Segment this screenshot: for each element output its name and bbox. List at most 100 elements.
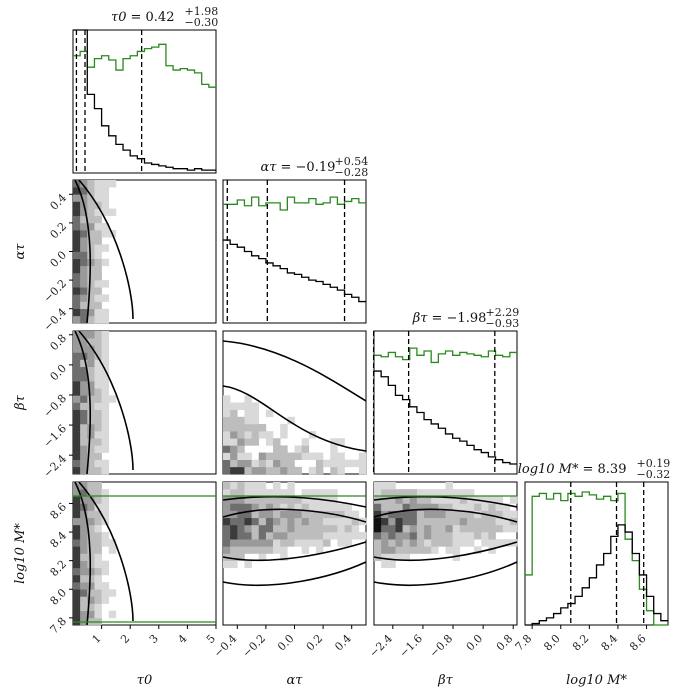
y-tick-label-1-3: 0.2 xyxy=(48,220,70,242)
panel-1-0-density-cell xyxy=(87,194,95,202)
panel-3-1-density-cell xyxy=(244,503,252,511)
panel-2-0-density-cell xyxy=(73,409,81,418)
panel-3-0-density-cell xyxy=(80,482,88,490)
panel-2-1-density-cell xyxy=(244,416,252,425)
panel-2-1-density-cell xyxy=(237,459,245,468)
panel-3-2-density-cell xyxy=(388,546,396,554)
panel-3-0-density-cell xyxy=(80,510,88,519)
panel-2-1-density-cell xyxy=(265,466,274,475)
panel-3-1-density-cell xyxy=(244,539,252,547)
panel-2-1-density-cell xyxy=(280,459,288,468)
panel-3-2-density-cell xyxy=(381,553,389,561)
panel-3-0-density-cell xyxy=(101,489,110,497)
panel-3-0-density-cell xyxy=(87,553,95,561)
panel-3-1-density-cell xyxy=(337,532,345,540)
panel-1-0-density-cell xyxy=(101,194,110,202)
panel-3-2-density-cell xyxy=(395,546,403,554)
panel-3-0-density-cell xyxy=(80,539,88,547)
panel-3-1-density-cell xyxy=(223,532,231,540)
panel-3-0-density-cell xyxy=(73,603,81,611)
panel-3-1-density-cell xyxy=(280,532,288,540)
panel-3-2-density-cell xyxy=(495,539,503,547)
panel-1-0-density-cell xyxy=(94,251,102,259)
panel-2-1-density-cell xyxy=(337,452,345,460)
panel-2-1-density-cell xyxy=(358,452,367,460)
panel-2-0-density-cell xyxy=(80,366,88,375)
panel-2-0-density-cell xyxy=(73,373,81,382)
panel-3-2-density-cell xyxy=(409,496,418,504)
diag-3-prior-hist xyxy=(525,491,668,626)
panel-3-1-density-cell xyxy=(244,532,252,540)
panel-3-1-density-cell xyxy=(223,539,231,547)
panel-2-0-density-cell xyxy=(87,395,95,403)
panel-1-0-density-cell xyxy=(94,244,102,252)
panel-3-1-density-cell xyxy=(244,510,252,519)
panel-3-1-density-cell xyxy=(323,489,331,497)
panel-3-1-density-cell xyxy=(280,510,288,519)
panel-3-1-density-cell xyxy=(308,539,317,547)
panel-1-0-density-cell xyxy=(80,272,88,281)
panel-2-0-density-cell xyxy=(87,373,95,382)
panel-2-0-density-cell xyxy=(101,331,110,339)
panel-3-2-density-cell xyxy=(416,489,425,497)
panel-3-2-density-cell xyxy=(488,517,496,526)
panel-3-2-density-cell xyxy=(424,546,432,554)
panel-3-1-density-cell xyxy=(251,503,260,511)
panel-3-1-density-cell xyxy=(258,482,267,490)
panel-1-0-density-cell xyxy=(73,230,81,238)
panel-3-2-density-cell xyxy=(474,510,482,519)
panel-3-2-density-cell xyxy=(374,510,382,519)
panel-2-0-density-cell xyxy=(94,452,102,460)
panel-3-2-density-cell xyxy=(395,503,403,511)
panel-3-1-density-cell xyxy=(323,503,331,511)
panel-3-1-density-cell xyxy=(308,503,317,511)
panel-3-2-density-cell xyxy=(416,524,425,533)
panel-2-1-density-cell xyxy=(251,409,260,418)
panel-3-0-density-cell xyxy=(80,610,88,619)
panel-1-0-density-cell xyxy=(94,280,102,288)
panel-3-2-density-cell xyxy=(409,539,418,547)
panel-2-1-density-cell xyxy=(258,452,267,460)
panel-2-0-density-cell xyxy=(80,402,88,410)
panel-2-1-density-cell xyxy=(315,466,324,475)
panel-2-1-density-cell xyxy=(273,445,281,453)
panel-3-0-density-cell xyxy=(94,510,102,519)
panel-2-0-density-cell xyxy=(80,388,88,396)
panel-3-2-density-cell xyxy=(474,532,482,540)
panel-3-2-contour-outer xyxy=(373,495,518,587)
panel-2-0-density-cell xyxy=(80,359,88,368)
panel-3-2-density-cell xyxy=(452,496,461,504)
y-tick-label-3-0: 7.8 xyxy=(48,615,70,637)
panel-2-1-density-cell xyxy=(265,459,274,468)
panel-1-0-density-cell xyxy=(94,187,102,195)
panel-2-0-density-cell xyxy=(94,438,102,446)
panel-3-1-density-cell xyxy=(308,510,317,519)
panel-3-0-contour-outer xyxy=(78,481,134,622)
x-tick-label-3-0: 7.8 xyxy=(513,632,535,654)
panel-3-0-density-cell xyxy=(87,539,95,547)
panel-2-1-density-cell xyxy=(244,431,252,439)
panel-3-2-density-cell xyxy=(445,503,453,511)
panel-3-2-density-cell xyxy=(459,517,468,526)
panel-3-2-density-cell xyxy=(409,532,418,540)
panel-3-2-density-cell xyxy=(402,510,411,519)
panel-3-0-density-cell xyxy=(73,489,81,497)
panel-3-2-density-cell xyxy=(459,539,468,547)
panel-2-0-density-cell xyxy=(87,445,95,453)
panel-1-0-density-cell xyxy=(73,194,81,202)
panel-3-2-density-cell xyxy=(374,517,382,526)
x-tick-label-2-1: −1.6 xyxy=(397,632,425,660)
panel-3-0-density-cell xyxy=(73,560,81,569)
panel-3-1-density-cell xyxy=(287,489,295,497)
panel-3-1-contour-inner xyxy=(222,508,367,562)
panel-3-2-density-cell xyxy=(431,489,439,497)
panel-1-0-density-cell xyxy=(73,222,81,231)
panel-2-1-density-cell xyxy=(230,466,238,475)
panel-3-0-density-cell xyxy=(94,546,102,554)
panel-3-1-density-cell xyxy=(337,510,345,519)
panel-3-1-density-cell xyxy=(351,524,360,533)
panel-1-0-density-cell xyxy=(101,294,110,302)
panel-3-0-density-cell xyxy=(87,589,95,597)
panel-3-1-density-cell xyxy=(251,482,260,490)
panel-1-0-density-cell xyxy=(87,201,95,209)
